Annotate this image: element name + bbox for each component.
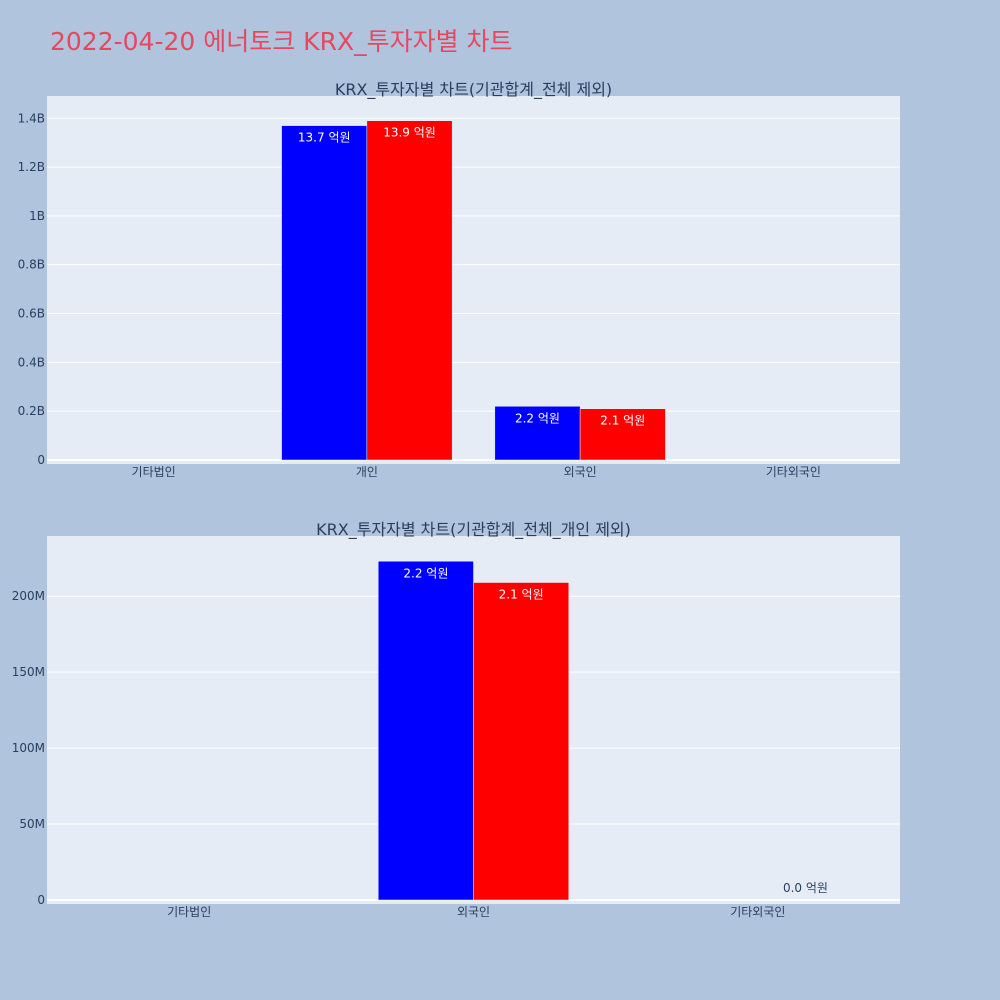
bar bbox=[377, 561, 474, 901]
bar bbox=[473, 582, 570, 901]
bar bbox=[281, 125, 368, 461]
bar-data-label: 2.1 억원 bbox=[499, 588, 544, 602]
x-tick-label: 외국인 bbox=[564, 465, 597, 479]
x-tick-label: 외국인 bbox=[457, 905, 490, 919]
y-tick-label: 0 bbox=[37, 453, 45, 467]
chart-title: KRX_투자자별 차트(기관합계_전체_개인 제외) bbox=[316, 520, 631, 540]
x-tick-label: 기타법인 bbox=[132, 465, 176, 479]
bar-data-label: 0.0 억원 bbox=[783, 881, 828, 895]
bar bbox=[366, 120, 453, 461]
bar-data-label: 2.1 억원 bbox=[600, 414, 645, 428]
chart-top: KRX_투자자별 차트(기관합계_전체 제외) 0 0.2B 0.4B 0.6B 0.8B… bbox=[18, 80, 900, 479]
y-tick-label: 200M bbox=[12, 589, 45, 603]
bar-data-label: 2.2 억원 bbox=[515, 411, 560, 425]
bar-data-label: 13.7 억원 bbox=[298, 131, 351, 145]
y-tick-label: 0.2B bbox=[18, 404, 45, 418]
y-tick-label: 1.2B bbox=[18, 160, 45, 174]
bar bbox=[494, 406, 581, 461]
x-tick-label: 기타외국인 bbox=[766, 465, 821, 479]
y-tick-label: 150M bbox=[12, 665, 45, 679]
x-tick-label: 기타법인 bbox=[167, 905, 211, 919]
y-tick-label: 0.6B bbox=[18, 307, 45, 321]
x-tick-label: 개인 bbox=[356, 465, 378, 479]
page-title: 2022-04-20 에너토크 KRX_투자자별 차트 bbox=[50, 27, 513, 56]
bar bbox=[579, 408, 666, 461]
y-tick-label: 0 bbox=[37, 893, 45, 907]
plot-area bbox=[47, 96, 900, 464]
y-tick-label: 1.4B bbox=[18, 111, 45, 125]
bar-data-label: 13.9 억원 bbox=[383, 126, 436, 140]
y-tick-label: 100M bbox=[12, 741, 45, 755]
y-tick-label: 0.8B bbox=[18, 258, 45, 272]
y-tick-label: 0.4B bbox=[18, 355, 45, 369]
chart-bottom: KRX_투자자별 차트(기관합계_전체_개인 제외) 0 50M 100M 150M 20… bbox=[12, 520, 900, 919]
chart-title: KRX_투자자별 차트(기관합계_전체 제외) bbox=[335, 80, 612, 100]
y-tick-label: 50M bbox=[19, 817, 45, 831]
y-tick-label: 1B bbox=[29, 209, 45, 223]
bar-data-label: 2.2 억원 bbox=[403, 566, 448, 580]
x-tick-label: 기타외국인 bbox=[730, 905, 785, 919]
